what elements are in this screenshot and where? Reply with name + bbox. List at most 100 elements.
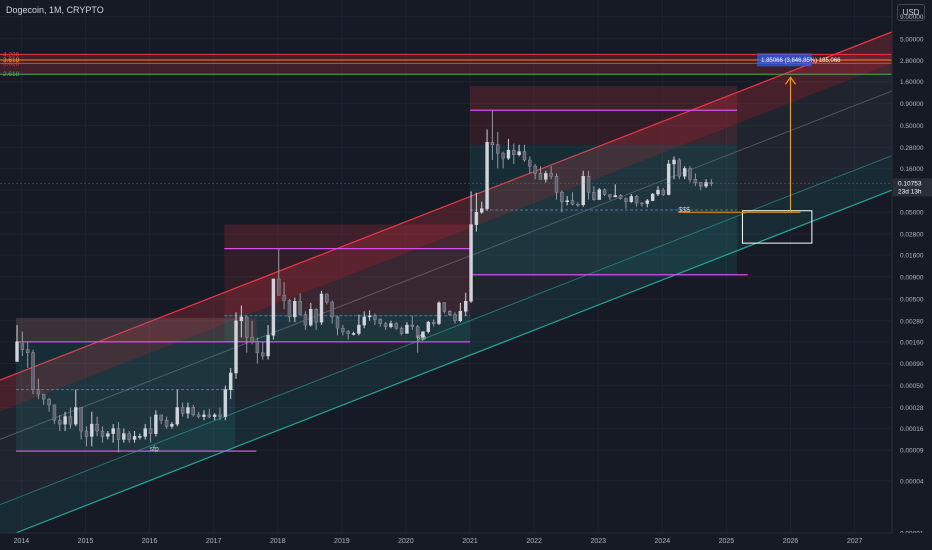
candle-body bbox=[207, 414, 212, 417]
candle-body bbox=[496, 144, 500, 154]
price-tick-label: 0.00050 bbox=[900, 383, 924, 390]
candle-body bbox=[469, 224, 473, 302]
measure-label-box bbox=[757, 53, 812, 67]
candle-body bbox=[63, 416, 67, 425]
price-tick-label: 0.90000 bbox=[900, 101, 924, 108]
candle-body bbox=[335, 316, 340, 329]
candle-body bbox=[244, 316, 249, 338]
candle-body bbox=[682, 168, 687, 177]
measure-label: 1.85066 (3,846.85%) 185,066 bbox=[761, 58, 841, 64]
candle-body bbox=[79, 407, 83, 432]
candle-body bbox=[330, 301, 334, 318]
price-tick-label: 0.00009 bbox=[900, 448, 924, 455]
price-tick-label: 0.05000 bbox=[900, 210, 924, 217]
candle-body bbox=[634, 196, 639, 204]
candle-body bbox=[271, 278, 276, 336]
candle-body bbox=[522, 151, 527, 161]
fib-level-label: 3.618 bbox=[3, 57, 20, 64]
year-tick-label: 2026 bbox=[783, 538, 799, 545]
price-tick-label: 0.00280 bbox=[900, 318, 924, 325]
candle-body bbox=[389, 323, 393, 327]
candle-body bbox=[90, 423, 94, 437]
candle-body bbox=[383, 323, 388, 327]
candle-body bbox=[111, 428, 115, 434]
candle-body bbox=[618, 195, 623, 199]
candle-body bbox=[100, 430, 105, 437]
candle-body bbox=[560, 191, 564, 203]
candle-body bbox=[196, 414, 201, 417]
candle-body bbox=[517, 151, 521, 155]
fib-level-label: 2.618 bbox=[3, 71, 20, 78]
year-tick-label: 2022 bbox=[526, 538, 542, 545]
countdown-label: 23d 13h bbox=[898, 188, 922, 195]
target-box bbox=[741, 210, 813, 244]
candle-body bbox=[661, 189, 666, 195]
candle-body bbox=[255, 341, 260, 353]
year-tick-label: 2020 bbox=[398, 538, 414, 545]
chart-title: Dogecoin, 1M, CRYPTO bbox=[6, 5, 104, 15]
price-tick-label: 0.00500 bbox=[900, 296, 924, 303]
candle-body bbox=[212, 414, 217, 417]
candle-body bbox=[613, 195, 617, 198]
candle-body bbox=[143, 428, 147, 437]
candle-body bbox=[506, 149, 511, 159]
candle-body bbox=[266, 335, 270, 357]
fib-level-label: 4.236 bbox=[3, 51, 20, 58]
year-tick-label: 2019 bbox=[334, 538, 350, 545]
candle-body bbox=[709, 182, 714, 184]
candle-body bbox=[693, 178, 698, 183]
candle-body bbox=[538, 173, 543, 180]
candle-body bbox=[688, 168, 692, 180]
candle-body bbox=[84, 430, 89, 437]
year-tick-label: 2025 bbox=[719, 538, 735, 545]
candle-body bbox=[58, 419, 62, 425]
candle-body bbox=[512, 149, 516, 155]
candle-body bbox=[341, 327, 345, 332]
year-tick-label: 2015 bbox=[78, 538, 94, 545]
candle-body bbox=[170, 423, 174, 427]
candle-body bbox=[277, 278, 281, 296]
candle-body bbox=[25, 349, 30, 353]
candle-body bbox=[442, 302, 447, 312]
candle-body bbox=[357, 324, 361, 334]
candle-body bbox=[319, 293, 324, 323]
price-tick-label: 0.00028 bbox=[900, 405, 924, 412]
candle-body bbox=[175, 407, 179, 425]
candle-body bbox=[351, 333, 356, 335]
candle-body bbox=[592, 191, 596, 200]
candle-body bbox=[576, 203, 580, 206]
currency-button[interactable]: USD bbox=[897, 4, 925, 21]
candle-body bbox=[656, 189, 660, 195]
year-tick-label: 2014 bbox=[14, 538, 30, 545]
price-tick-label: 1.60000 bbox=[900, 79, 924, 86]
price-tick-label: 5.00000 bbox=[900, 36, 924, 43]
candle-body bbox=[378, 319, 382, 324]
channel-lower-inner-line bbox=[0, 155, 893, 506]
candle-body bbox=[597, 189, 601, 200]
candle-body bbox=[122, 433, 126, 440]
candle-body bbox=[239, 316, 244, 322]
price-tick-label: 2.80000 bbox=[900, 58, 924, 65]
candle-body bbox=[234, 320, 238, 374]
candle-body bbox=[42, 393, 46, 400]
current-price-label: 0.10753 bbox=[898, 180, 922, 187]
candle-body bbox=[116, 428, 121, 440]
candle-body bbox=[394, 323, 398, 329]
candle-body bbox=[282, 295, 286, 301]
price-tick-label: 0.50000 bbox=[900, 123, 924, 130]
candle-body bbox=[138, 436, 142, 438]
year-tick-label: 2016 bbox=[142, 538, 158, 545]
candle-body bbox=[228, 372, 233, 390]
price-tick-label: 0.01600 bbox=[900, 253, 924, 260]
cycle-accumulation-zone bbox=[16, 318, 236, 452]
candle-body bbox=[666, 163, 671, 195]
fib-zone bbox=[0, 54, 892, 75]
candle-body bbox=[293, 301, 297, 318]
channel-mid-line bbox=[0, 90, 893, 440]
price-tick-label: 0.00004 bbox=[900, 478, 924, 485]
year-tick-label: 2021 bbox=[462, 538, 478, 545]
candle-body bbox=[608, 194, 612, 198]
year-tick-label: 2018 bbox=[270, 538, 286, 545]
